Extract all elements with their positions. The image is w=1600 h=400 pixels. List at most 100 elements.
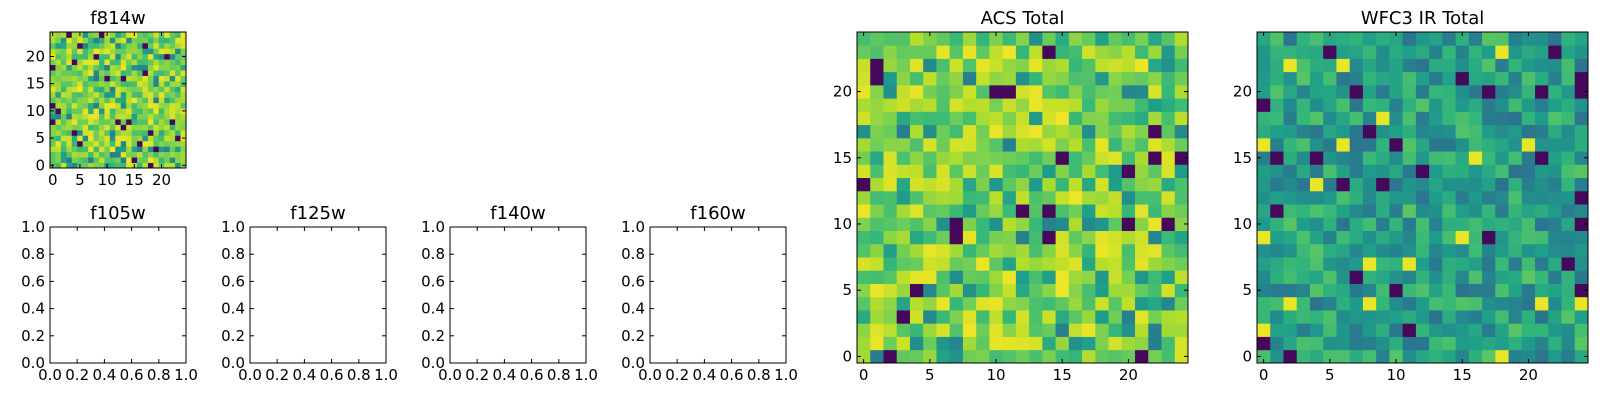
heatmap-cell (120, 113, 127, 120)
y-tick-label: 10 (26, 102, 45, 120)
heatmap-cell (1415, 323, 1430, 337)
heatmap-cell (949, 98, 964, 112)
heatmap-cell (936, 84, 951, 99)
heatmap-cell (1068, 243, 1083, 258)
heatmap-cell (1482, 151, 1496, 165)
heatmap-cell (1429, 84, 1443, 99)
heatmap-cell (88, 113, 94, 120)
heatmap-cell (1455, 71, 1470, 86)
heatmap-cell (1029, 296, 1043, 311)
heatmap-cell (896, 32, 911, 46)
heatmap-cell (1323, 177, 1337, 192)
heatmap-cell (1283, 124, 1298, 139)
heatmap-cell (1270, 58, 1284, 73)
heatmap-cell (989, 45, 1004, 59)
heatmap-cell (1148, 124, 1162, 139)
heatmap-cell (1296, 164, 1311, 179)
heatmap-cell (923, 84, 937, 99)
heatmap-cell (1002, 84, 1017, 99)
heatmap-cell (120, 119, 127, 125)
heatmap-cell (55, 146, 62, 153)
heatmap-cell (1482, 283, 1496, 298)
heatmap-cell (870, 98, 884, 112)
heatmap-cell (1376, 98, 1390, 112)
heatmap-cell (55, 64, 62, 71)
heatmap-cell (55, 59, 62, 66)
heatmap-cell (1161, 124, 1176, 139)
heatmap-cell (147, 53, 154, 60)
heatmap-cell (1002, 230, 1017, 245)
heatmap-cell (949, 336, 964, 351)
heatmap-cell (1574, 111, 1589, 126)
heatmap-cell (989, 190, 1004, 205)
heatmap-cell (66, 113, 73, 120)
heatmap-cell (1468, 71, 1483, 86)
heatmap-cell (1535, 243, 1549, 258)
heatmap-cell (169, 53, 176, 60)
heatmap-cell (180, 146, 187, 153)
heatmap-cell (1323, 283, 1337, 298)
heatmap-cell (870, 32, 884, 46)
heatmap-cell (115, 53, 122, 60)
heatmap-cell (883, 270, 898, 284)
heatmap-cell (1508, 217, 1523, 231)
heatmap-cell (1174, 190, 1189, 205)
heatmap-cell (50, 113, 56, 120)
heatmap-cell (1429, 230, 1443, 245)
heatmap-cell (976, 336, 990, 351)
chart-title-f140w: f140w (490, 203, 545, 224)
heatmap-cell (1415, 336, 1430, 351)
heatmap-cell (909, 217, 924, 231)
heatmap-cell (1548, 336, 1562, 351)
heatmap-cell (1135, 111, 1149, 126)
heatmap-cell (1296, 243, 1311, 258)
heatmap-cell (936, 111, 951, 126)
heatmap-cell (1029, 137, 1043, 152)
heatmap-cell (147, 91, 154, 98)
heatmap-cell (1482, 243, 1496, 258)
heatmap-cell (1082, 270, 1096, 284)
heatmap-cell (1015, 45, 1030, 59)
heatmap-cell (962, 164, 977, 179)
heatmap-cell (1309, 243, 1324, 258)
heatmap-cell (1095, 217, 1109, 231)
heatmap-cell (77, 59, 84, 66)
heatmap-cell (98, 59, 105, 66)
heatmap-cell (55, 119, 62, 125)
heatmap-cell (1376, 310, 1390, 324)
heatmap-cell (1174, 310, 1189, 324)
heatmap-cell (1455, 283, 1470, 298)
heatmap-cell (1574, 296, 1589, 311)
heatmap-cell (870, 111, 884, 126)
heatmap-cell (164, 162, 171, 169)
heatmap-cell (137, 37, 143, 44)
heatmap-cell (1349, 71, 1364, 86)
heatmap-cell (1135, 323, 1149, 337)
heatmap-cell (1095, 310, 1109, 324)
heatmap-cell (1174, 204, 1189, 218)
heatmap-cell (82, 162, 89, 169)
heatmap-cell (66, 157, 73, 163)
heatmap-cell (1495, 151, 1509, 165)
heatmap-cell (976, 349, 990, 364)
heatmap-cell (1349, 217, 1364, 231)
heatmap-cell (115, 124, 122, 131)
heatmap-cell (1402, 217, 1417, 231)
heatmap-cell (1521, 310, 1536, 324)
heatmap-cell (164, 64, 171, 71)
heatmap-cell (1082, 32, 1096, 46)
heatmap-cell (158, 151, 165, 158)
heatmap-cell (88, 32, 94, 38)
heatmap-cell (1508, 32, 1523, 46)
heatmap-cell (153, 42, 160, 49)
heatmap-cell (1468, 243, 1483, 258)
heatmap-cell (1121, 204, 1136, 218)
heatmap-cell (1548, 71, 1562, 86)
heatmap-cell (104, 42, 111, 49)
heatmap-cell (1521, 137, 1536, 152)
heatmap-cell (82, 135, 89, 142)
heatmap-cell (93, 48, 100, 55)
heatmap-cell (1257, 283, 1271, 298)
heatmap-cell (115, 108, 122, 114)
heatmap-cell (1574, 323, 1589, 337)
